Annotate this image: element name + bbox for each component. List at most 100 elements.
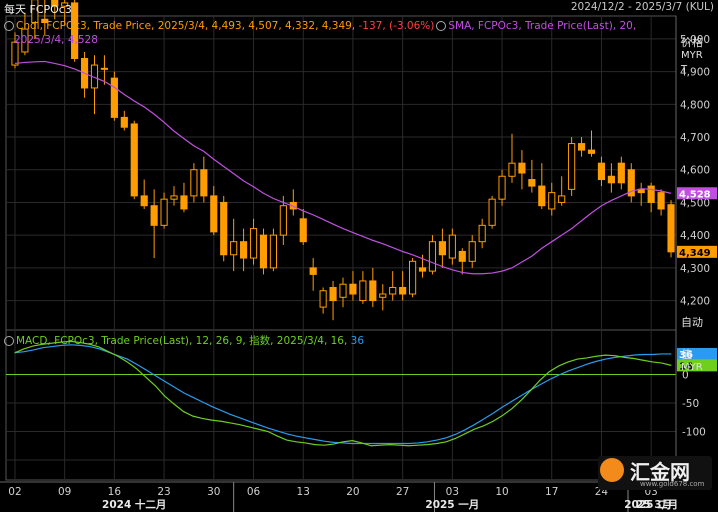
- candle-body: [339, 283, 347, 298]
- grid-layer: [5, 15, 677, 481]
- macd-line: [14, 340, 672, 447]
- sma-legend-value: 2025/3/4, 4,528: [14, 34, 98, 46]
- signal-value-flag: [677, 347, 717, 360]
- x-tick-label: 30: [207, 486, 220, 498]
- x-tick-label: 16: [108, 486, 122, 498]
- candle-body: [528, 179, 536, 187]
- month-label: 2025 一月: [425, 499, 479, 511]
- x-tick-label: 10: [495, 486, 508, 498]
- candle-body: [568, 143, 576, 190]
- candle-body: [518, 162, 526, 174]
- candle-body: [468, 241, 476, 262]
- signal-line: [14, 344, 672, 445]
- candle-body: [249, 228, 258, 259]
- candle-body: [279, 205, 287, 236]
- sma-value-flag: [677, 187, 717, 200]
- candle-body: [587, 149, 596, 154]
- macd-axis-label: 值: [681, 348, 692, 361]
- last-price-flag-label: 4,349: [679, 248, 711, 259]
- price-panel-frame: [5, 15, 677, 331]
- candle-body: [100, 67, 109, 70]
- sma-layer: [14, 60, 672, 275]
- candle-body: [488, 198, 496, 226]
- candle-body: [220, 201, 228, 256]
- price-tick-label: 4,700: [680, 132, 710, 144]
- candle-body: [269, 234, 277, 269]
- legend-toggle-icon[interactable]: [436, 21, 447, 31]
- price-tick-label: 4,200: [680, 296, 710, 308]
- auto-scale-button[interactable]: 自动: [681, 316, 703, 329]
- price-tick-label: 4,300: [680, 263, 710, 275]
- candle-body: [180, 195, 188, 210]
- candle-body: [140, 195, 148, 207]
- macd-legend-signal: 36: [350, 335, 365, 347]
- sma-legend-text: SMA, FCPOc3, Trade Price(Last), 20,: [448, 20, 637, 32]
- candle-body: [299, 218, 307, 243]
- legend-toggle-icon[interactable]: [4, 21, 14, 31]
- candle-body: [210, 195, 218, 233]
- candle-body: [130, 123, 138, 197]
- price-axis-label: 价格: [681, 36, 703, 49]
- macd-axis-currency: MYR: [681, 362, 703, 373]
- logo-url: www.gold678.com: [640, 480, 705, 488]
- x-tick-label: 23: [157, 486, 170, 498]
- candle-body: [259, 234, 268, 269]
- price-tick-label: 4,900: [680, 67, 710, 79]
- candle-body: [399, 286, 407, 295]
- price-tick-label: 5,000: [680, 34, 710, 46]
- candle-body: [647, 185, 655, 203]
- candle-body: [558, 195, 566, 203]
- candle-body: [627, 169, 635, 197]
- date-range: 2024/12/2 - 2025/3/7 (KUL): [570, 1, 714, 13]
- candle-body: [428, 241, 437, 272]
- candle-body: [41, 18, 49, 24]
- candle-body: [51, 0, 59, 7]
- candle-body: [31, 0, 39, 24]
- x-tick-label: 13: [297, 486, 310, 498]
- candle-body: [409, 260, 417, 295]
- candle-body: [538, 185, 546, 207]
- macd-layer: [6, 340, 676, 447]
- price-tick-label: 4,600: [680, 165, 710, 177]
- candle-body: [349, 283, 357, 295]
- macd-tick-label: -50: [682, 398, 699, 410]
- candle-body: [329, 286, 337, 302]
- candle-body: [120, 116, 128, 128]
- candle-body: [71, 2, 79, 60]
- axis-layer: 4,200 4,300 4,400 4,500 4,600 4,700 4,800 4,900…: [0, 16, 717, 512]
- price-axis-currency: MYR: [681, 50, 703, 61]
- price-tick-label: 4,400: [680, 230, 710, 242]
- sma-value-flag-label: 4,528: [679, 189, 711, 200]
- macd-tick-label: -100: [682, 427, 706, 439]
- logo-icon: [600, 458, 624, 482]
- candle-body: [438, 241, 446, 256]
- candle-body: [110, 77, 118, 118]
- watermark-logo: 汇金网 www.gold678.com: [598, 456, 712, 490]
- candle-body: [309, 267, 317, 275]
- candle-body: [160, 198, 168, 226]
- chart-title: 每天 FCPOc3: [4, 3, 72, 16]
- candle-body: [240, 241, 248, 259]
- macd-panel-frame: [5, 329, 677, 481]
- last-price-flag: [677, 245, 717, 258]
- candle-body: [617, 162, 625, 184]
- candle-layer: [11, 0, 675, 321]
- candle-body: [418, 267, 427, 272]
- candle-body: [478, 224, 486, 243]
- candle-body: [369, 280, 377, 302]
- price-tick-label: 4,500: [680, 197, 710, 209]
- month-label: 25 3月: [636, 499, 672, 511]
- sma-line: [14, 60, 672, 275]
- price-legend: Cndl, FCPOc3, Trade Price, 2025/3/4, 4,4…: [4, 20, 636, 32]
- candle-body: [657, 192, 665, 210]
- candle-body: [448, 234, 456, 259]
- month-label: 2024 十二月: [102, 498, 166, 511]
- legend-toggle-icon[interactable]: [4, 336, 14, 346]
- macd-tick-label: 0: [682, 369, 689, 381]
- candle-legend-change: -137, (-3.06%): [358, 20, 435, 32]
- candle-body: [190, 169, 198, 197]
- macd-value-flag: [677, 359, 717, 372]
- candle-body: [548, 192, 556, 210]
- macd-legend: MACD, FCPOc3, Trade Price(Last), 12, 26,…: [4, 333, 364, 348]
